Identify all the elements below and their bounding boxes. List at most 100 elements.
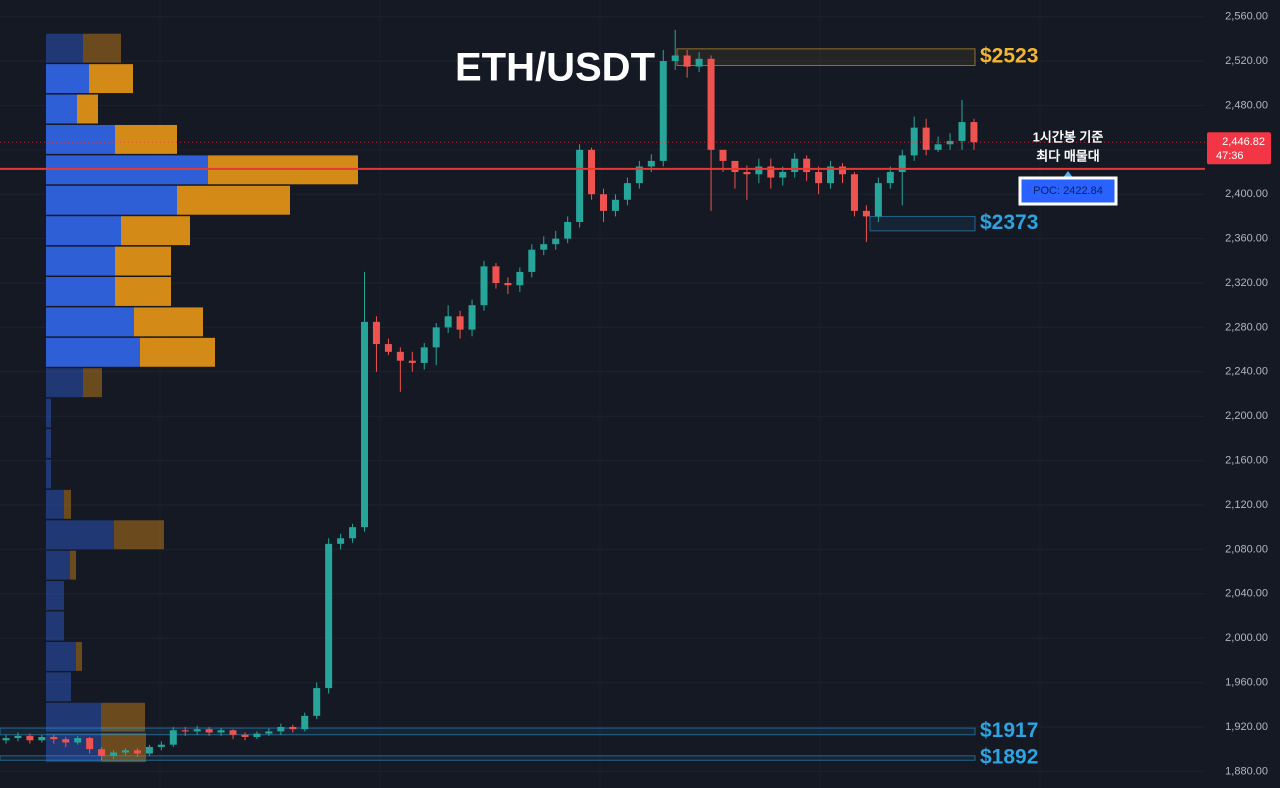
candle-body bbox=[265, 731, 273, 734]
candle-body bbox=[98, 749, 106, 756]
candle-body bbox=[719, 149, 727, 161]
profile-sell bbox=[83, 33, 121, 63]
candle-body bbox=[958, 122, 966, 141]
candle-body bbox=[133, 750, 141, 754]
candle-body bbox=[791, 158, 799, 173]
profile-sell bbox=[70, 550, 76, 580]
y-tick-label: 1,960.00 bbox=[1225, 676, 1268, 688]
annotation: 최다 매물대 bbox=[1036, 148, 1099, 163]
profile-sell bbox=[64, 489, 71, 519]
y-tick-label: 2,080.00 bbox=[1225, 543, 1268, 555]
profile-buy bbox=[46, 611, 64, 641]
candle-body bbox=[289, 726, 297, 730]
level-zone bbox=[869, 215, 976, 232]
candle-body bbox=[396, 351, 404, 361]
candle-body bbox=[110, 752, 118, 756]
candle-body bbox=[647, 160, 655, 167]
level-label: $2523 bbox=[980, 45, 1038, 68]
last-price-box bbox=[1207, 132, 1271, 165]
profile-sell bbox=[114, 520, 164, 550]
candle-body bbox=[26, 735, 34, 741]
candle-body bbox=[827, 166, 835, 184]
profile-buy bbox=[46, 64, 89, 94]
candle-body bbox=[432, 327, 440, 348]
profile-sell bbox=[77, 94, 98, 124]
candle-body bbox=[695, 58, 703, 67]
candle-body bbox=[122, 750, 129, 753]
profile-buy bbox=[46, 368, 83, 398]
candle-body bbox=[277, 726, 285, 732]
candle-body bbox=[731, 160, 739, 173]
profile-buy bbox=[46, 489, 64, 519]
candle-body bbox=[145, 746, 153, 754]
level-zone bbox=[676, 48, 976, 66]
chart-title: ETH/USDT bbox=[455, 46, 655, 90]
level-label: $1917 bbox=[980, 719, 1038, 742]
candle-body bbox=[504, 283, 512, 286]
candle-body bbox=[480, 266, 488, 306]
level-label: $1892 bbox=[980, 746, 1038, 769]
candle-body bbox=[205, 729, 213, 733]
level-zone bbox=[0, 727, 976, 736]
candle-body bbox=[456, 316, 464, 330]
y-tick-label: 2,400.00 bbox=[1225, 188, 1268, 200]
candle-body bbox=[611, 199, 619, 211]
candle-body bbox=[181, 730, 189, 732]
candle-body bbox=[313, 688, 321, 716]
profile-sell bbox=[89, 64, 133, 94]
candle-body bbox=[659, 61, 667, 161]
candle-body bbox=[540, 244, 548, 250]
profile-buy bbox=[46, 185, 177, 215]
y-tick-label: 2,280.00 bbox=[1225, 321, 1268, 333]
annotation: 1시간봉 기준 bbox=[1033, 129, 1104, 144]
profile-sell bbox=[115, 277, 171, 306]
poc-label: POC: 2422.84 bbox=[1033, 185, 1103, 197]
candle-body bbox=[2, 738, 10, 741]
candle-body bbox=[361, 321, 368, 528]
candle-body bbox=[839, 166, 846, 175]
profile-buy bbox=[46, 672, 71, 702]
profile-sell bbox=[140, 337, 215, 367]
candle-body bbox=[552, 238, 560, 245]
profile-buy bbox=[46, 641, 76, 671]
candle-body bbox=[874, 183, 882, 217]
candle-body bbox=[898, 155, 906, 173]
profile-buy bbox=[46, 277, 115, 306]
profile-sell bbox=[76, 641, 82, 671]
candle-body bbox=[157, 744, 165, 747]
candle-body bbox=[922, 127, 930, 150]
y-tick-label: 2,480.00 bbox=[1225, 99, 1268, 111]
candle-body bbox=[564, 221, 572, 239]
candle-body bbox=[755, 166, 763, 175]
profile-buy bbox=[46, 124, 115, 154]
profile-sell bbox=[177, 185, 290, 215]
candle-body bbox=[803, 158, 811, 173]
profile-buy bbox=[46, 216, 121, 246]
candle-body bbox=[372, 321, 380, 345]
level-label: $2373 bbox=[980, 211, 1038, 234]
y-tick-label: 2,560.00 bbox=[1225, 11, 1268, 23]
candle-body bbox=[850, 174, 858, 211]
candle-body bbox=[886, 172, 894, 184]
candle-body bbox=[384, 344, 392, 352]
poc-badge bbox=[1018, 176, 1118, 206]
level-zone bbox=[0, 755, 976, 761]
profile-buy bbox=[46, 94, 77, 124]
candle-body bbox=[408, 360, 416, 363]
profile-buy bbox=[46, 459, 51, 489]
candle-body bbox=[528, 249, 536, 272]
y-tick-label: 2,200.00 bbox=[1225, 410, 1268, 422]
candle-body bbox=[635, 166, 643, 184]
profile-buy bbox=[46, 429, 51, 458]
profile-sell bbox=[134, 307, 203, 337]
candles bbox=[2, 29, 978, 761]
profile-buy bbox=[46, 702, 101, 732]
candle-body bbox=[576, 149, 584, 222]
last-price-label: 2,446.82 bbox=[1222, 136, 1265, 148]
candle-body bbox=[86, 738, 94, 750]
candle-body bbox=[337, 538, 345, 544]
